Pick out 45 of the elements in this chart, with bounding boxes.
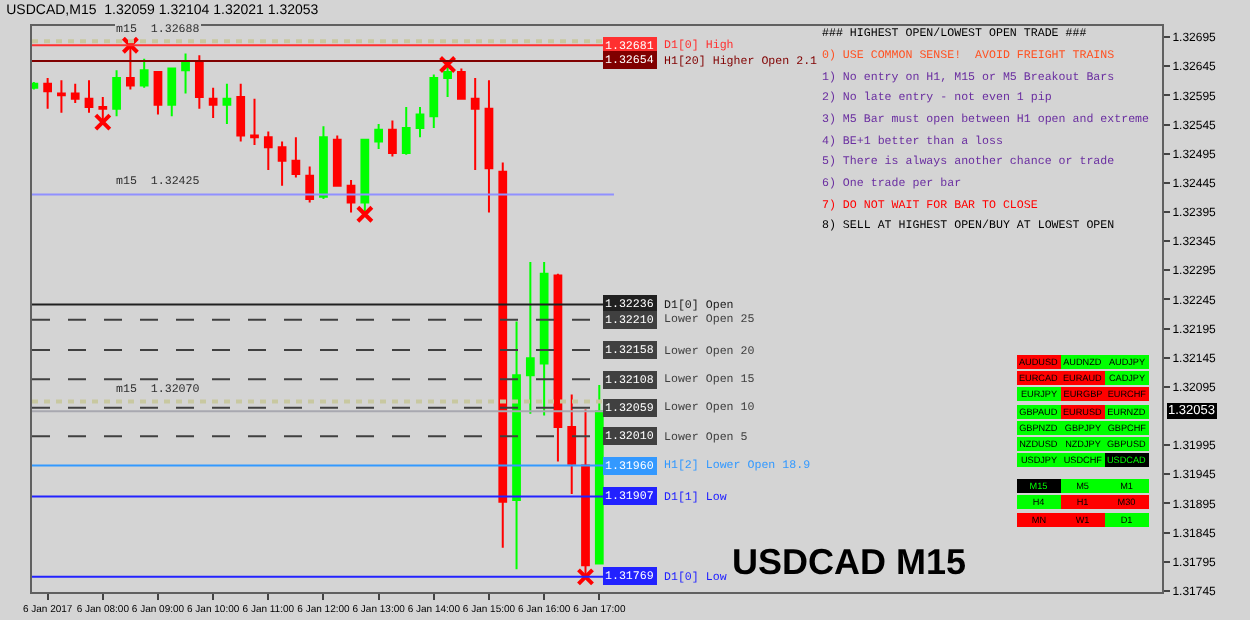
candlestick [43,76,52,110]
candlestick [553,272,563,463]
candlestick [470,76,480,171]
candlestick [291,136,301,179]
candlestick [415,106,425,139]
candlestick [498,161,508,549]
candlestick [181,52,190,95]
candlestick [208,86,218,120]
point [438,55,457,74]
candlestick [319,125,328,201]
candlestick [236,82,246,143]
candlestick [332,134,342,187]
candlestick [388,119,397,158]
candlestick [263,130,273,171]
candlestick [539,261,549,417]
candlestick [57,79,66,114]
candlestick [153,71,163,116]
candlestick [401,106,411,156]
candlestick [525,261,535,415]
candlestick [305,165,315,204]
point [355,205,374,224]
candlestick [222,82,232,125]
annotation: USDCAD M15 [732,542,967,582]
candlestick [194,54,204,110]
candlestick [112,69,121,118]
point [93,113,112,132]
candlestick [581,408,590,578]
candlestick [167,67,177,118]
candlestick [374,122,384,150]
candlestick [567,393,577,496]
candlestick [360,138,370,216]
candlestick [429,73,439,129]
candlestick [484,79,494,214]
candlestick [139,57,149,89]
candlestick [84,79,94,114]
candlestick [70,82,80,104]
candlestick [126,44,135,91]
candlestick [250,97,259,146]
candlestick [594,384,604,565]
point [121,36,140,55]
point [576,567,595,586]
candlestick [512,320,521,571]
candlestick [443,63,452,99]
candlestick [98,96,108,124]
candlestick [277,140,287,187]
